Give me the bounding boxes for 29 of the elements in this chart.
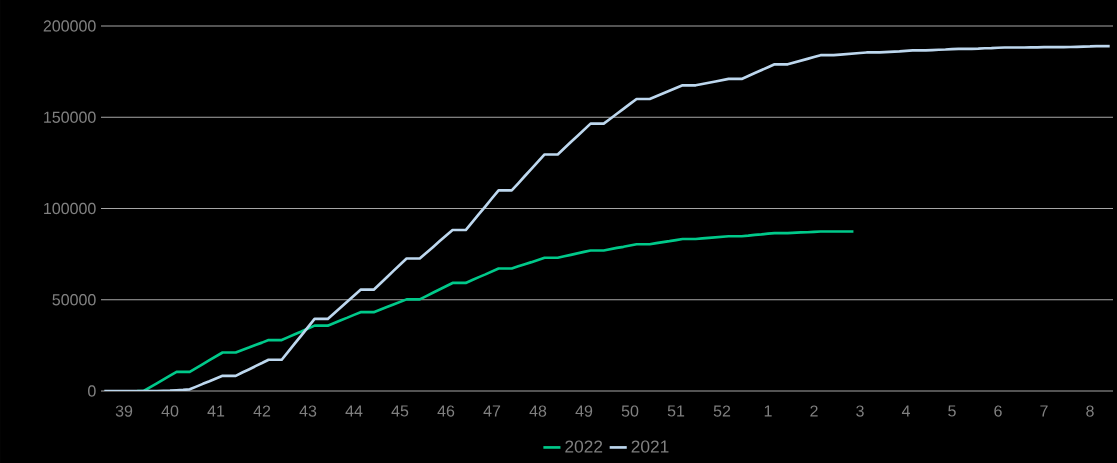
y-tick-label: 100000 <box>44 202 96 215</box>
x-tick-label: 43 <box>299 405 317 417</box>
x-tick-label: 50 <box>621 405 639 417</box>
y-tick-label: 0 <box>88 385 96 397</box>
x-tick-label: 7 <box>1040 405 1048 417</box>
x-tick-label: 46 <box>437 405 455 417</box>
legend-label: 2022 <box>565 440 603 453</box>
y-tick-label: 200000 <box>43 20 96 32</box>
x-tick-label: 8 <box>1086 405 1094 417</box>
y-tick-label: 50000 <box>52 294 96 306</box>
x-tick-label: 1 <box>764 405 772 417</box>
x-tick-label: 5 <box>948 405 956 417</box>
x-tick-label: 3 <box>856 405 864 417</box>
x-tick-label: 42 <box>253 405 271 417</box>
x-tick-label: 45 <box>391 405 409 417</box>
x-tick-label: 51 <box>667 405 685 417</box>
legend-label: 2021 <box>631 440 669 453</box>
x-tick-label: 4 <box>901 405 910 417</box>
x-tick-label: 40 <box>161 405 179 417</box>
x-tick-label: 48 <box>529 405 547 417</box>
x-tick-label: 41 <box>207 405 225 417</box>
x-tick-label: 44 <box>345 405 363 417</box>
x-tick-label: 6 <box>994 405 1002 417</box>
x-tick-label: 2 <box>810 405 818 417</box>
y-tick-label: 150000 <box>44 111 96 123</box>
x-tick-label: 39 <box>115 405 133 417</box>
x-tick-label: 52 <box>713 405 731 417</box>
x-tick-label: 47 <box>483 405 501 417</box>
x-tick-label: 49 <box>575 405 593 417</box>
